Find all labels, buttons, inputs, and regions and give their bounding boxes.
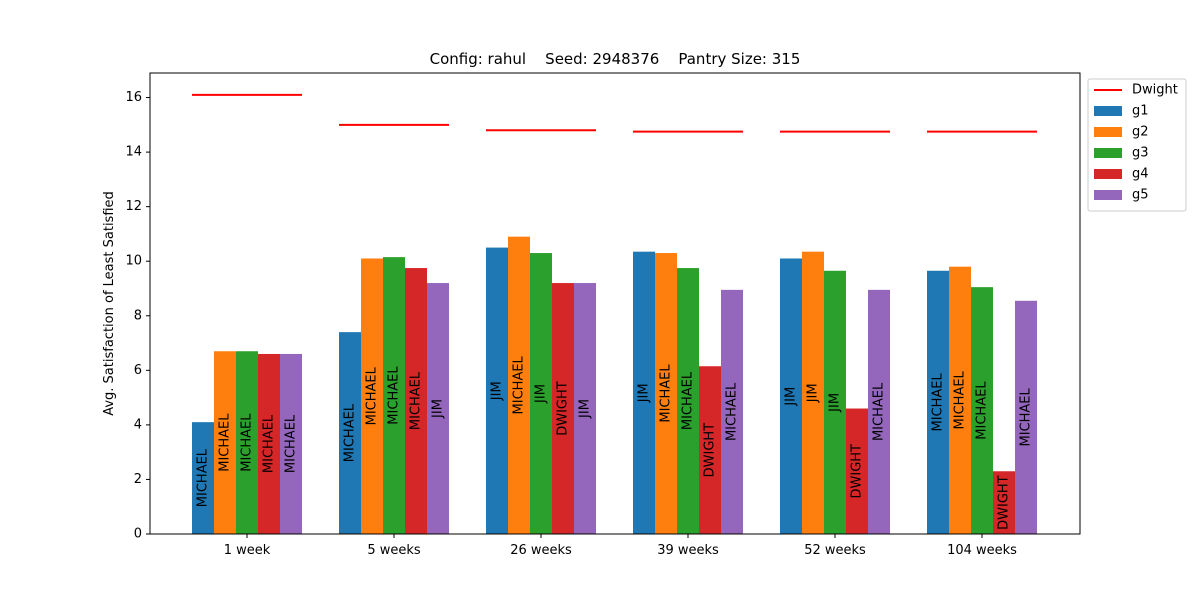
bar-label-g2-5: MICHAEL — [953, 370, 968, 429]
bar-g2-0 — [214, 351, 236, 534]
bar-g1-5 — [927, 270, 949, 534]
legend-label-g1: g1 — [1132, 104, 1149, 119]
bar-label-g2-4: JIM — [806, 383, 821, 403]
bar-label-g4-0: MICHAEL — [262, 414, 277, 473]
bar-label-g1-4: JIM — [784, 387, 799, 407]
bar-g4-5 — [993, 471, 1015, 534]
chart-title: Config: rahul Seed: 2948376 Pantry Size:… — [430, 50, 801, 68]
bar-label-g5-0: MICHAEL — [284, 414, 299, 473]
legend-swatch-g4 — [1094, 169, 1122, 179]
bar-label-g5-5: MICHAEL — [1019, 388, 1034, 447]
y-tick-label: 8 — [134, 308, 142, 323]
bar-label-g2-2: MICHAEL — [512, 355, 527, 414]
y-axis-label: Avg. Satisfaction of Least Satisfied — [102, 191, 117, 416]
bar-g2-5 — [949, 266, 971, 534]
bar-g3-5 — [971, 287, 993, 534]
bar-label-g1-0: MICHAEL — [196, 448, 211, 507]
legend-swatch-g1 — [1094, 106, 1122, 116]
bar-g2-2 — [508, 236, 530, 534]
bar-label-g1-3: JIM — [637, 383, 652, 403]
y-tick-label: 12 — [125, 199, 142, 214]
bar-label-g2-1: MICHAEL — [365, 366, 380, 425]
bar-g3-1 — [383, 257, 405, 534]
y-tick-label: 14 — [125, 145, 142, 160]
legend-label-g2: g2 — [1132, 125, 1149, 140]
plot-frame — [149, 72, 1081, 535]
bar-g4-3 — [699, 366, 721, 534]
legend-label-g5: g5 — [1132, 188, 1149, 203]
y-tick-label: 6 — [134, 363, 142, 378]
bar-label-g3-0: MICHAEL — [240, 413, 255, 472]
bar-label-g5-2: JIM — [578, 399, 593, 419]
bar-label-g1-5: MICHAEL — [931, 373, 946, 432]
bar-label-g3-1: MICHAEL — [387, 366, 402, 425]
bar-g3-3 — [677, 268, 699, 534]
bar-label-g3-5: MICHAEL — [975, 381, 990, 440]
bar-g5-3 — [721, 289, 743, 534]
bar-g2-3 — [655, 253, 677, 534]
y-tick-label: 2 — [134, 472, 142, 487]
bar-label-g2-0: MICHAEL — [218, 413, 233, 472]
bar-label-g5-3: MICHAEL — [725, 382, 740, 441]
bar-label-g1-1: MICHAEL — [343, 403, 358, 462]
y-tick-label: 10 — [125, 254, 142, 269]
y-tick-label: 16 — [125, 90, 142, 105]
bar-g1-1 — [339, 332, 361, 534]
bar-label-g4-3: DWIGHT — [703, 423, 718, 478]
legend-swatch-g5 — [1094, 190, 1122, 200]
legend-label-g4: g4 — [1132, 167, 1149, 182]
bar-label-g5-1: JIM — [431, 399, 446, 419]
bar-label-g2-3: MICHAEL — [659, 364, 674, 423]
y-tick-label: 4 — [134, 417, 142, 432]
bar-g4-2 — [552, 283, 574, 534]
bar-g4-4 — [846, 408, 868, 534]
bar-g2-1 — [361, 258, 383, 534]
bar-label-g5-4: MICHAEL — [872, 382, 887, 441]
bar-g4-1 — [405, 268, 427, 534]
bar-g5-4 — [868, 289, 890, 534]
legend-swatch-g3 — [1094, 148, 1122, 158]
legend-label-dwight: Dwight — [1132, 83, 1178, 98]
bar-label-g3-3: MICHAEL — [681, 371, 696, 430]
bar-g4-0 — [258, 353, 280, 534]
bar-g2-4 — [802, 251, 824, 534]
bar-g3-0 — [236, 351, 258, 534]
bar-g1-4 — [780, 258, 802, 534]
x-tick-label: 26 weeks — [510, 543, 572, 558]
bar-g3-2 — [530, 253, 552, 534]
bar-label-g4-1: MICHAEL — [409, 371, 424, 430]
bar-g1-0 — [192, 422, 214, 534]
bar-g5-5 — [1015, 300, 1037, 534]
bar-label-g3-4: JIM — [828, 393, 843, 413]
bar-g3-4 — [824, 270, 846, 534]
bar-label-g4-4: DWIGHT — [850, 444, 865, 499]
bar-g5-2 — [574, 283, 596, 534]
x-tick-label: 1 week — [224, 543, 271, 558]
bar-g5-1 — [427, 283, 449, 534]
bar-g1-3 — [633, 251, 655, 534]
legend-label-g3: g3 — [1132, 146, 1149, 161]
bar-label-g3-2: JIM — [534, 384, 549, 404]
x-tick-label: 5 weeks — [367, 543, 421, 558]
bar-label-g4-5: DWIGHT — [997, 475, 1012, 530]
bar-label-g1-2: JIM — [490, 381, 505, 401]
x-tick-label: 52 weeks — [804, 543, 866, 558]
bar-label-g4-2: DWIGHT — [556, 381, 571, 436]
y-tick-label: 0 — [134, 527, 142, 542]
x-tick-label: 39 weeks — [657, 543, 719, 558]
bar-g5-0 — [280, 353, 302, 534]
legend-swatch-g2 — [1094, 127, 1122, 137]
bar-g1-2 — [486, 247, 508, 534]
x-tick-label: 104 weeks — [947, 543, 1017, 558]
